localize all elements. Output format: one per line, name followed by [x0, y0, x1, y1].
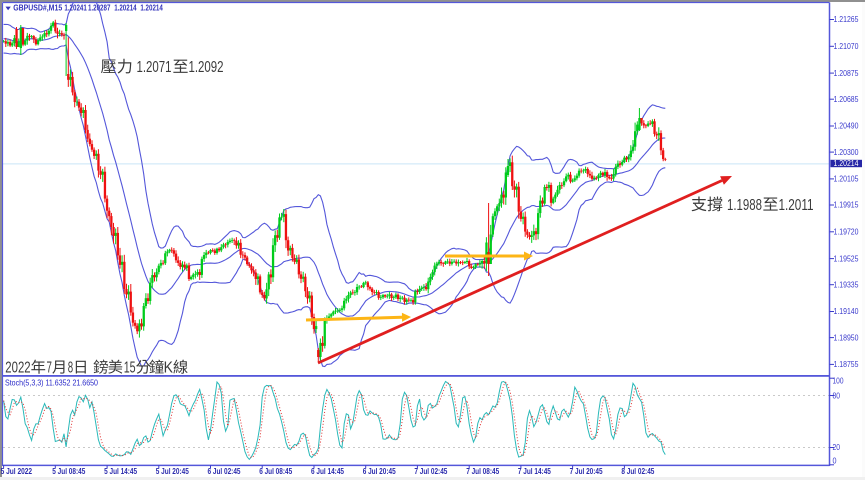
svg-text:6 Jul 14:45: 6 Jul 14:45 — [311, 467, 344, 476]
svg-text:7 Jul 20:45: 7 Jul 20:45 — [570, 467, 603, 476]
svg-text:1.19525: 1.19525 — [834, 254, 859, 263]
svg-text:0: 0 — [833, 457, 837, 466]
svg-text:1.1988: 1.1988 — [727, 197, 762, 214]
svg-text:5 Jul 20:45: 5 Jul 20:45 — [156, 467, 189, 476]
svg-text:1.20105: 1.20105 — [834, 175, 859, 184]
svg-text:7: 7 — [47, 360, 52, 377]
svg-text:1.19915: 1.19915 — [834, 201, 859, 210]
svg-text:1.20685: 1.20685 — [834, 95, 859, 104]
svg-text:5 Jul 14:45: 5 Jul 14:45 — [104, 467, 137, 476]
svg-text:1.2092: 1.2092 — [189, 59, 224, 76]
svg-text:1.20214: 1.20214 — [140, 4, 163, 13]
svg-text:1.20287: 1.20287 — [88, 4, 111, 13]
svg-text:1.2011: 1.2011 — [779, 197, 814, 214]
svg-text:7 Jul 02:45: 7 Jul 02:45 — [414, 467, 447, 476]
svg-text:8: 8 — [68, 360, 73, 377]
svg-text:20: 20 — [833, 443, 841, 452]
svg-text:1.20300: 1.20300 — [834, 148, 859, 157]
svg-text:80: 80 — [833, 392, 841, 401]
svg-text:1.2071: 1.2071 — [137, 59, 172, 76]
svg-text:1.19140: 1.19140 — [834, 307, 859, 316]
svg-text:6 Jul 02:45: 6 Jul 02:45 — [208, 467, 241, 476]
svg-text:K: K — [164, 360, 174, 377]
svg-text:Stoch(5,3,3) 11.6352 21.6650: Stoch(5,3,3) 11.6352 21.6650 — [5, 378, 98, 388]
svg-text:6 Jul 08:45: 6 Jul 08:45 — [259, 467, 292, 476]
svg-text:7 Jul 08:45: 7 Jul 08:45 — [466, 467, 499, 476]
svg-text:GBPUSD#,M15: GBPUSD#,M15 — [13, 4, 62, 13]
svg-text:5 Jul 2022: 5 Jul 2022 — [1, 467, 33, 476]
svg-text:7 Jul 14:45: 7 Jul 14:45 — [518, 467, 551, 476]
svg-text:1.20214: 1.20214 — [834, 159, 859, 168]
svg-text:5 Jul 08:45: 5 Jul 08:45 — [52, 467, 85, 476]
svg-text:1.19720: 1.19720 — [834, 228, 859, 237]
svg-text:2022: 2022 — [5, 360, 30, 377]
svg-text:6 Jul 20:45: 6 Jul 20:45 — [363, 467, 396, 476]
svg-text:15: 15 — [124, 360, 136, 377]
svg-text:1.20490: 1.20490 — [834, 122, 859, 131]
svg-text:1.20875: 1.20875 — [834, 69, 859, 78]
svg-text:1.19335: 1.19335 — [834, 280, 859, 289]
svg-text:8 Jul 02:45: 8 Jul 02:45 — [621, 467, 654, 476]
svg-text:1.20214: 1.20214 — [114, 4, 137, 13]
svg-text:1.18950: 1.18950 — [834, 333, 859, 342]
svg-text:1.18755: 1.18755 — [834, 360, 859, 369]
svg-text:1.21265: 1.21265 — [834, 15, 859, 24]
svg-text:100: 100 — [833, 377, 844, 386]
svg-text:1.20241: 1.20241 — [64, 4, 87, 13]
svg-text:1.21070: 1.21070 — [834, 42, 859, 51]
